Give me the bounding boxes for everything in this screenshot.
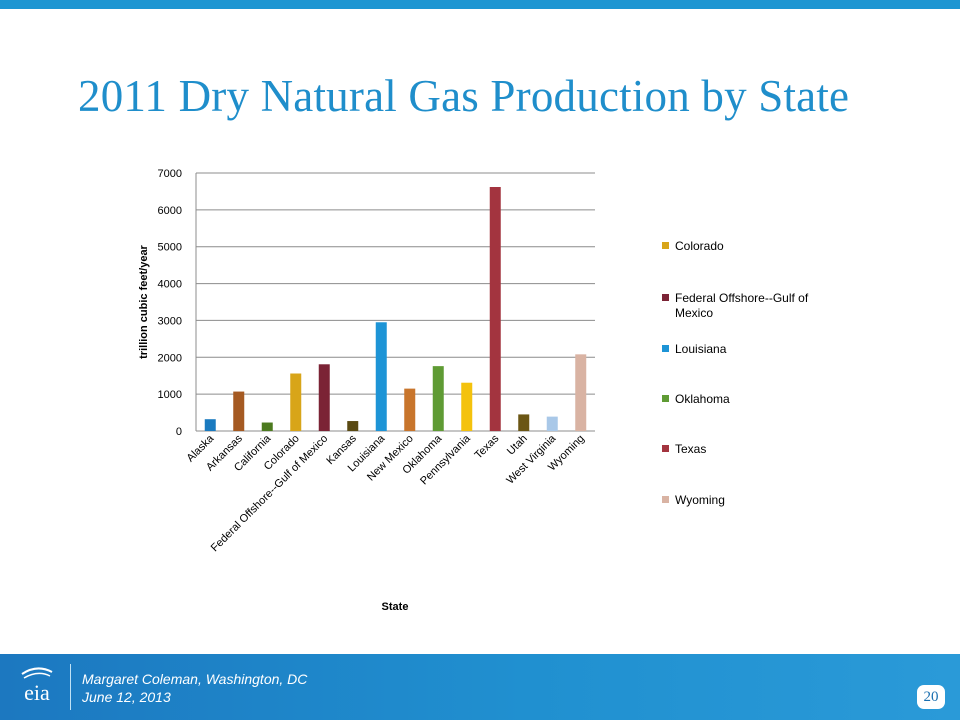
legend-swatch xyxy=(662,496,669,503)
bar-chart: 01000200030004000500060007000AlaskaArkan… xyxy=(138,168,809,613)
legend-label: Louisiana xyxy=(675,342,727,356)
bar-west-virginia xyxy=(546,416,558,431)
x-axis-title: State xyxy=(382,601,409,613)
footer-divider xyxy=(70,664,71,710)
y-tick-label: 4000 xyxy=(158,279,182,291)
x-tick-label: Utah xyxy=(505,433,530,458)
y-tick-label: 5000 xyxy=(158,242,182,254)
y-tick-label: 6000 xyxy=(158,205,182,217)
y-tick-label: 7000 xyxy=(158,168,182,180)
x-tick-label: Pennsylvania xyxy=(418,432,473,487)
legend-swatch xyxy=(662,345,669,352)
footer-date: June 12, 2013 xyxy=(82,689,171,705)
x-tick-label: Texas xyxy=(473,432,502,461)
slide-title: 2011 Dry Natural Gas Production by State xyxy=(78,71,850,121)
legend-swatch xyxy=(662,294,669,301)
bar-federal-offshore-gulf-of-mexico xyxy=(318,364,330,431)
bar-oklahoma xyxy=(432,366,444,431)
bar-pennsylvania xyxy=(461,382,473,431)
bar-louisiana xyxy=(375,322,387,431)
y-tick-label: 0 xyxy=(176,426,182,438)
y-axis-title: trillion cubic feet/year xyxy=(138,244,150,358)
legend-swatch xyxy=(662,445,669,452)
bar-colorado xyxy=(290,373,302,431)
legend-swatch xyxy=(662,395,669,402)
bar-california xyxy=(261,422,273,431)
y-tick-label: 3000 xyxy=(158,315,182,327)
bar-wyoming xyxy=(575,354,587,431)
bar-arkansas xyxy=(233,391,245,431)
legend-label: Federal Offshore--Gulf of Mexico xyxy=(675,291,809,320)
footer-bar: eia Margaret Coleman, Washington, DC Jun… xyxy=(0,654,960,720)
bar-texas xyxy=(489,187,501,431)
legend-label: Colorado xyxy=(675,239,724,253)
bar-new-mexico xyxy=(404,388,416,431)
bar-alaska xyxy=(204,419,216,431)
bar-utah xyxy=(518,414,530,431)
footer-presenter: Margaret Coleman, Washington, DC xyxy=(82,671,308,687)
svg-text:eia: eia xyxy=(24,680,50,705)
bar-kansas xyxy=(347,421,359,431)
top-accent-bar xyxy=(0,0,960,9)
legend-swatch xyxy=(662,242,669,249)
eia-logo: eia xyxy=(21,667,53,705)
y-tick-label: 2000 xyxy=(158,352,182,364)
legend-label: Texas xyxy=(675,442,706,456)
legend-label: Wyoming xyxy=(675,493,725,507)
page-number: 20 xyxy=(917,685,945,709)
y-tick-label: 1000 xyxy=(158,389,182,401)
legend-label: Oklahoma xyxy=(675,392,730,406)
